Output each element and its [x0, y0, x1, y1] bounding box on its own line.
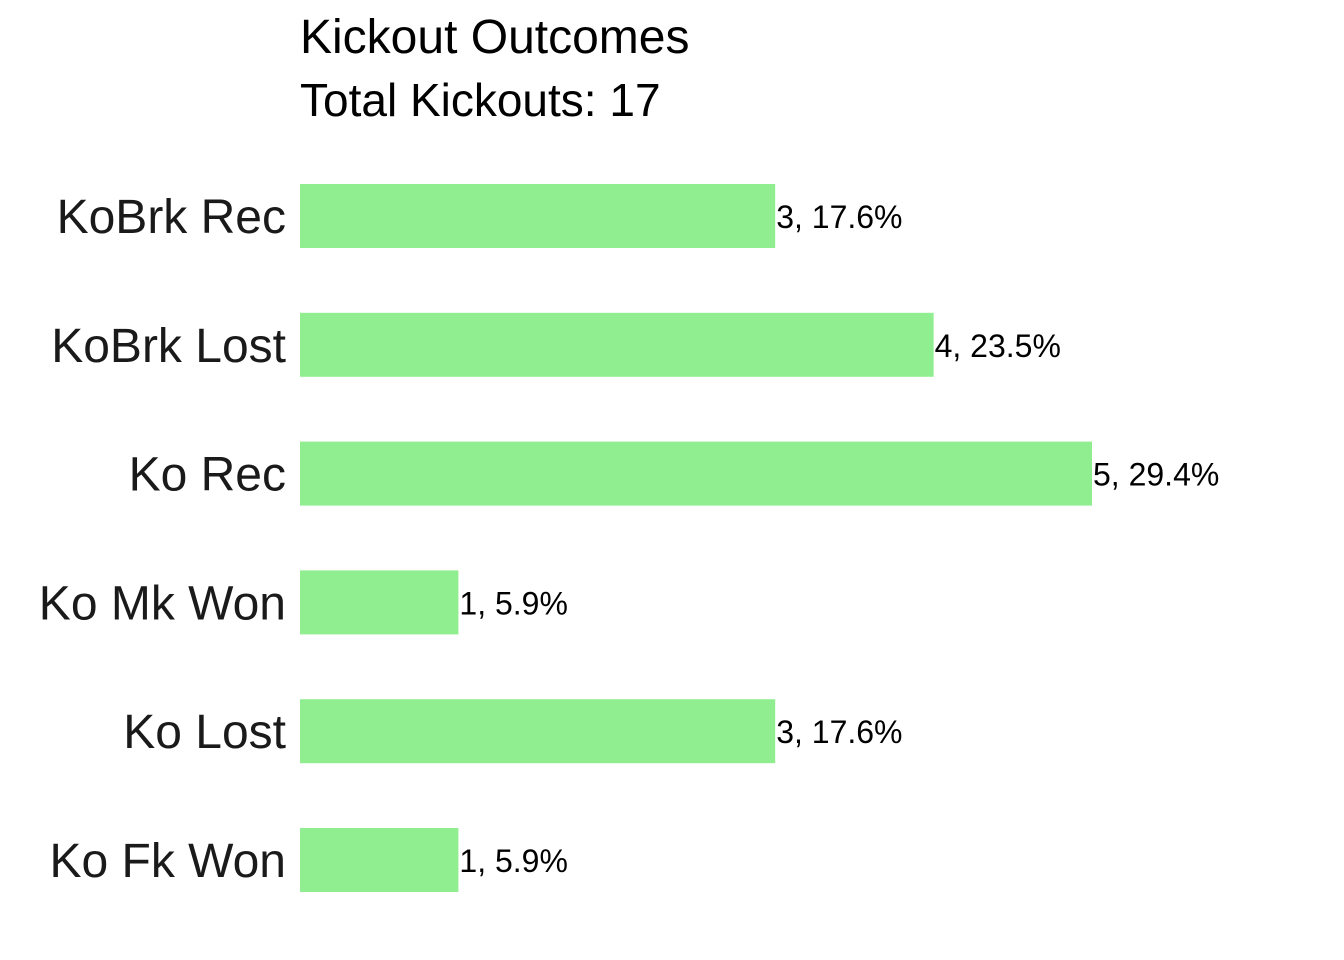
bar — [300, 570, 459, 635]
bar-value-label: 4, 23.5% — [935, 328, 1061, 364]
category-label: KoBrk Rec — [57, 191, 286, 244]
bar — [300, 828, 459, 892]
bar-value-label: 3, 17.6% — [776, 199, 902, 235]
bar — [300, 441, 1092, 506]
category-label: Ko Lost — [123, 706, 286, 759]
bar — [300, 312, 934, 377]
category-label: Ko Rec — [129, 449, 286, 502]
category-label: Ko Fk Won — [49, 835, 286, 888]
bar-value-label: 1, 5.9% — [459, 843, 568, 879]
category-label: KoBrk Lost — [51, 320, 286, 373]
bar — [300, 184, 776, 248]
bar-value-label: 1, 5.9% — [459, 585, 568, 621]
chart-subtitle: Total Kickouts: 17 — [300, 74, 661, 126]
bar-value-label: 5, 29.4% — [1093, 457, 1219, 493]
chart-title: Kickout Outcomes — [300, 11, 689, 64]
bars-layer: KoBrk Rec 3, 17.6% KoBrk Lost 4, 23.5% Ko Re… — [39, 184, 1219, 892]
bar-value-label: 3, 17.6% — [776, 714, 902, 750]
bar — [300, 699, 776, 764]
category-label: Ko Mk Won — [39, 577, 286, 630]
